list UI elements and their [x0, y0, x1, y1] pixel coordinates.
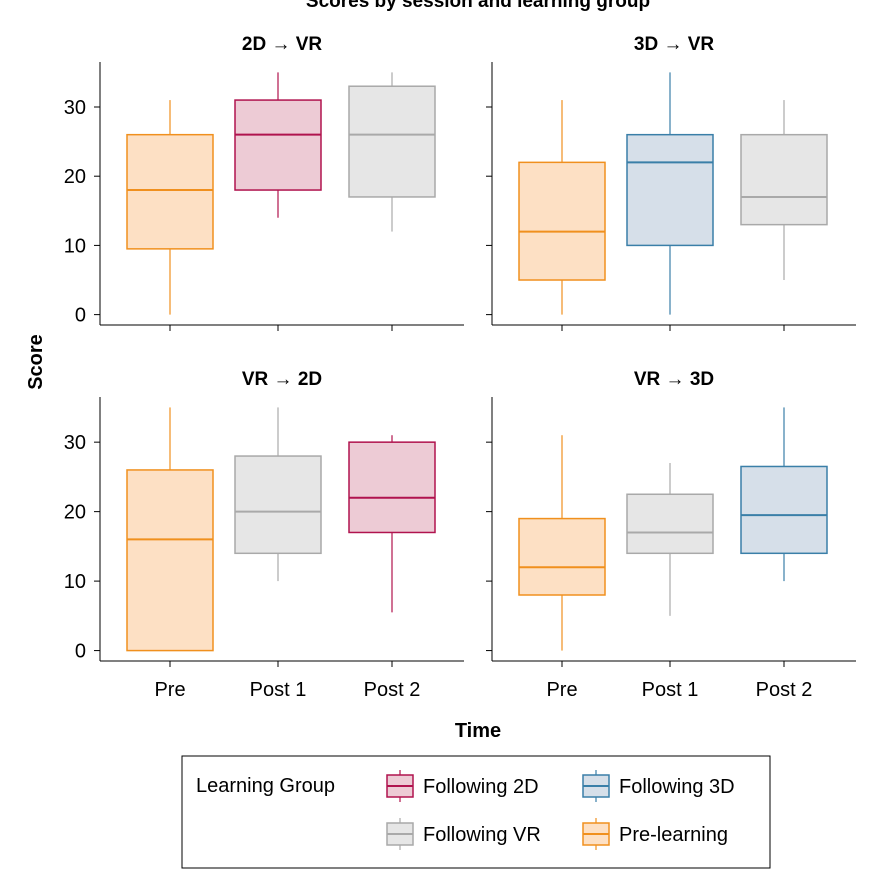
y-tick-label: 10 [64, 571, 86, 593]
iqr-box [234, 455, 322, 555]
y-tick-label: 10 [64, 235, 86, 257]
iqr-box [518, 161, 606, 281]
y-tick-label: 30 [64, 432, 86, 454]
chart-title: Scores by session and learning group [306, 0, 650, 12]
y-tick-label: 20 [64, 502, 86, 524]
panel-1: 2D → VR 0 10 20 30 [64, 34, 464, 331]
y-tick-label: 20 [64, 166, 86, 188]
box-post-1-following-vr [626, 463, 714, 616]
y-axis-label: Score [25, 334, 47, 390]
x-axis-label: Time [455, 720, 501, 742]
box-post-2-following-vr [348, 72, 436, 232]
y-tick-label: 30 [64, 97, 86, 119]
facet-panels: 2D → VR 0 10 20 30 3D → VR VR → 2D 0 10 20 30 Pre Po… [64, 34, 856, 701]
legend: Learning Group Following 2D Following 3D Fo… [181, 755, 771, 869]
box-pre-pre-learning [126, 100, 214, 315]
legend-frame [181, 755, 771, 869]
box-post-1-following-vr [234, 407, 322, 582]
legend-title: Learning Group [196, 775, 335, 797]
panel-4: VR → 3D Pre Post 1 Post 2 [486, 369, 856, 701]
box-pre-pre-learning [126, 407, 214, 652]
panel-title: VR → 2D [242, 369, 322, 390]
y-tick-label: 0 [75, 641, 86, 663]
iqr-box [126, 133, 214, 250]
panel-2: 3D → VR [486, 34, 856, 331]
panel-title: 2D → VR [242, 34, 323, 55]
x-tick-label: Post 2 [364, 679, 421, 701]
panel-title: VR → 3D [634, 369, 714, 390]
box-post-1-following-3d [626, 72, 714, 315]
iqr-box [234, 99, 322, 191]
iqr-box [740, 465, 828, 555]
iqr-box [126, 469, 214, 652]
y-tick-label: 0 [75, 305, 86, 327]
box-post-1-following-2d [234, 72, 322, 218]
x-tick-label: Post 1 [642, 679, 699, 701]
x-tick-label: Post 2 [756, 679, 813, 701]
legend-label-following-vr: Following VR [423, 824, 541, 846]
x-tick-label: Pre [546, 679, 577, 701]
legend-key-following-vr [386, 818, 414, 850]
box-pre-pre-learning [518, 100, 606, 315]
legend-label-following-3d: Following 3D [619, 776, 735, 798]
box-post-2-following-3d [740, 407, 828, 582]
legend-label-pre-learning: Pre-learning [619, 824, 728, 846]
iqr-box [348, 441, 436, 534]
iqr-box [740, 133, 828, 226]
iqr-box [348, 85, 436, 198]
x-tick-label: Post 1 [250, 679, 307, 701]
legend-label-following-2d: Following 2D [423, 776, 539, 798]
legend-key-following-3d [582, 770, 610, 802]
panel-3: VR → 2D 0 10 20 30 Pre Post 1 Post 2 [64, 369, 464, 701]
box-pre-pre-learning [518, 435, 606, 651]
panel-title: 3D → VR [634, 34, 715, 55]
legend-key-following-2d [386, 770, 414, 802]
box-post-2-following-vr [740, 100, 828, 281]
iqr-box [626, 133, 714, 247]
iqr-box [518, 517, 606, 596]
box-post-2-following-2d [348, 435, 436, 613]
iqr-box [626, 493, 714, 555]
legend-key-pre-learning [582, 818, 610, 850]
x-tick-label: Pre [154, 679, 185, 701]
